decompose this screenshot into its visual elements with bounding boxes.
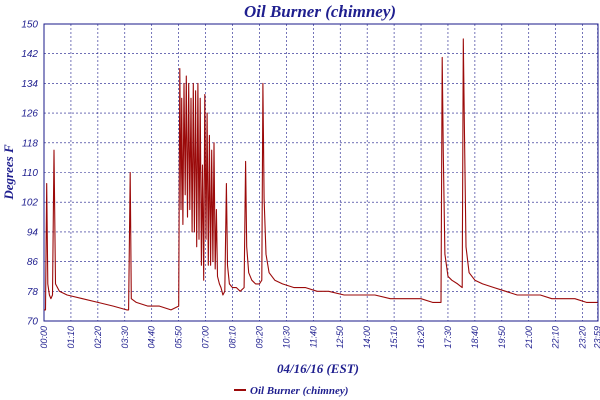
y-tick-label: 78 (27, 287, 39, 298)
legend: Oil Burner (chimney) (234, 385, 348, 397)
y-tick-label: 126 (21, 109, 38, 120)
x-tick-label: 14:00 (362, 326, 372, 349)
x-tick-label: 18:40 (470, 326, 480, 349)
y-tick-label: 86 (27, 257, 39, 268)
y-tick-label: 150 (21, 20, 38, 31)
series-group (44, 38, 598, 311)
x-axis-ticks: 00:00 01:10 02:20 03:30 04:40 05:50 07:00 08:10… (39, 326, 600, 350)
x-tick-label: 01:10 (66, 326, 76, 349)
x-tick-label: 19:50 (497, 326, 507, 349)
x-tick-label: 16:20 (416, 326, 426, 349)
chart-title: Oil Burner (chimney) (244, 2, 396, 21)
x-tick-label: 21:00 (524, 326, 534, 350)
x-tick-label: 00:00 (39, 326, 49, 349)
x-tick-label: 04:40 (147, 326, 157, 349)
legend-label: Oil Burner (chimney) (250, 385, 348, 397)
x-tick-label: 23:59 (593, 326, 600, 350)
x-tick-label: 12:50 (335, 326, 345, 349)
y-tick-label: 94 (27, 227, 39, 238)
x-tick-label: 17:30 (443, 326, 453, 349)
x-tick-label: 23:20 (578, 326, 588, 350)
y-axis-label: Degrees F (1, 144, 16, 201)
x-tick-label: 08:10 (228, 326, 238, 349)
x-tick-label: 05:50 (174, 326, 184, 349)
x-tick-label: 10:30 (281, 326, 291, 349)
x-tick-label: 07:00 (201, 326, 211, 349)
x-tick-label: 02:20 (93, 326, 103, 349)
y-tick-label: 110 (22, 168, 38, 179)
x-tick-label: 03:30 (120, 326, 130, 349)
y-tick-label: 134 (21, 79, 38, 90)
x-tick-label: 11:40 (308, 326, 318, 348)
x-tick-label: 15:10 (389, 326, 399, 349)
x-tick-label: 09:20 (254, 326, 264, 349)
grid (43, 23, 599, 322)
y-tick-label: 142 (21, 49, 38, 60)
y-tick-label: 102 (21, 198, 38, 209)
y-axis-ticks: 70 78 86 94 102 110 118 126 134 142 150 (21, 20, 38, 328)
y-tick-label: 70 (27, 317, 39, 328)
series-line-oil-burner-chimney (44, 38, 598, 311)
y-tick-label: 118 (22, 138, 38, 149)
x-axis-label: 04/16/16 (EST) (277, 361, 359, 376)
x-tick-label: 22:10 (551, 326, 561, 350)
